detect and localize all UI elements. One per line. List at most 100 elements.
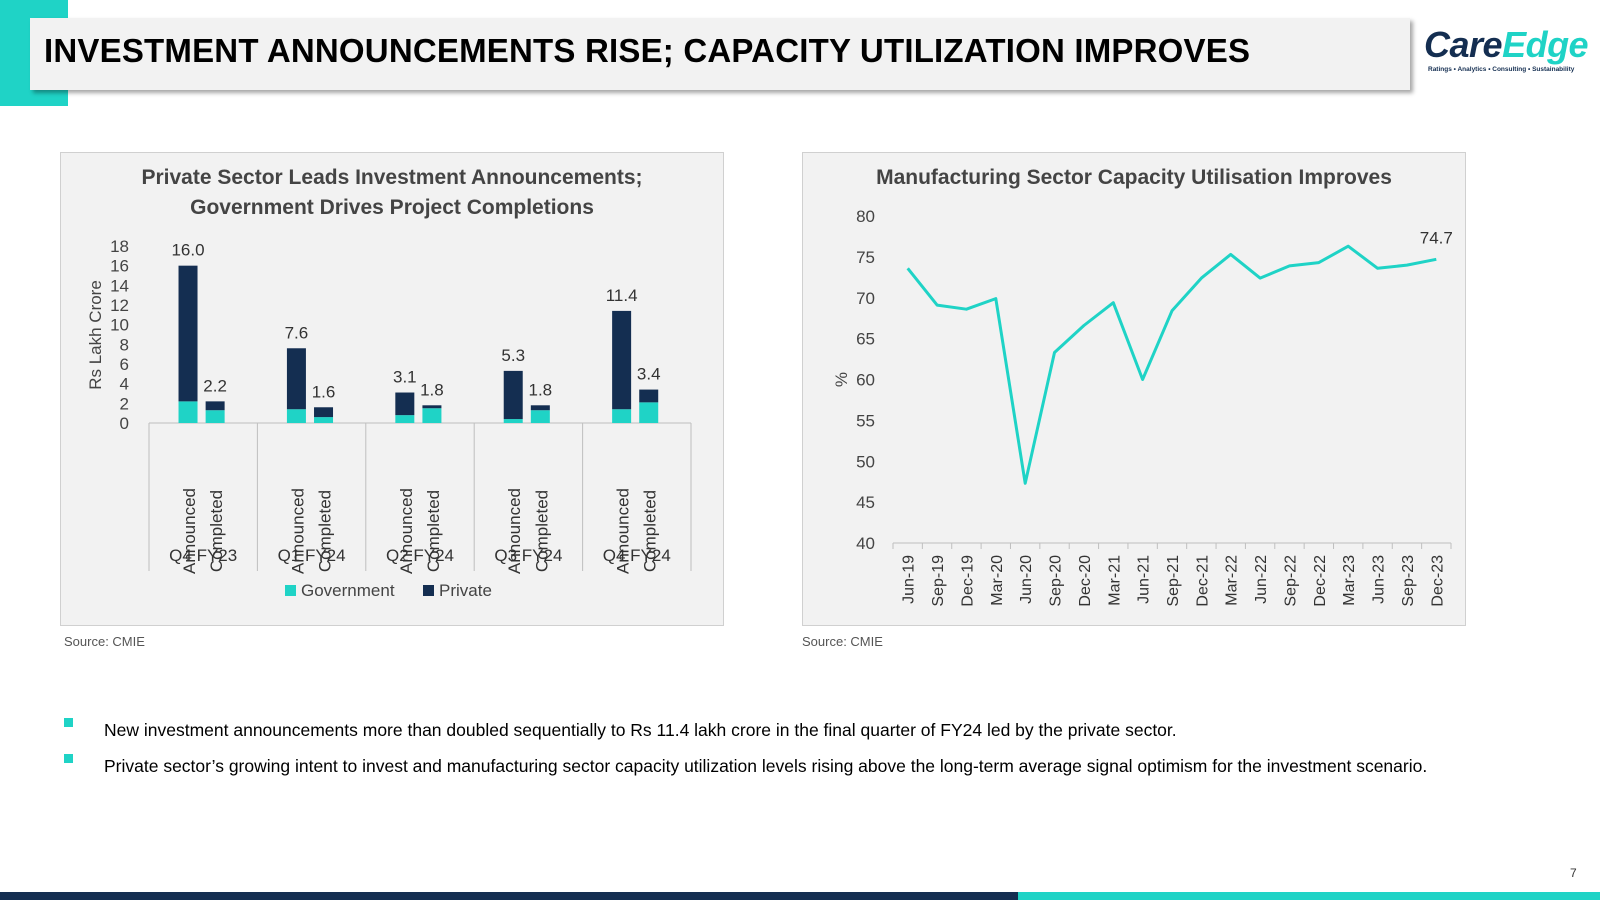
- key-point-text: New investment announcements more than d…: [104, 720, 1177, 740]
- investment-chart-title-line2: Government Drives Project Completions: [190, 196, 594, 219]
- bar-category-label: Announced: [180, 488, 199, 574]
- y-tick-label: 70: [856, 289, 875, 308]
- capacity-chart-panel: Manufacturing Sector Capacity Utilisatio…: [802, 152, 1466, 626]
- bar-segment-private: [612, 310, 632, 410]
- y-tick-label: 14: [110, 276, 129, 295]
- key-point-item: New investment announcements more than d…: [62, 712, 1482, 748]
- end-value-label: 74.7: [1420, 228, 1453, 247]
- bar-segment-private: [205, 401, 225, 411]
- capacity-chart-source: Source: CMIE: [802, 634, 883, 649]
- bar-total-label: 1.8: [420, 380, 444, 399]
- x-tick-label: Jun-20: [1018, 555, 1035, 604]
- y-axis-label: Rs Lakh Crore: [86, 280, 105, 390]
- investment-chart-panel: Private Sector Leads Investment Announce…: [60, 152, 724, 626]
- x-tick-label: Jun-19: [901, 555, 918, 604]
- bar-category-label: Announced: [288, 488, 307, 574]
- y-tick-label: 50: [856, 452, 875, 471]
- group-label: Q3 FY24: [494, 546, 562, 565]
- legend-swatch-government: [285, 585, 296, 596]
- bar-segment-private: [286, 348, 306, 410]
- x-tick-label: Sep-19: [930, 555, 947, 607]
- bar-segment-government: [286, 409, 306, 423]
- y-tick-label: 18: [110, 237, 129, 256]
- bar-segment-private: [178, 265, 198, 402]
- bar-total-label: 3.1: [393, 368, 417, 387]
- bar-segment-government: [530, 410, 550, 423]
- x-tick-label: Dec-21: [1194, 555, 1211, 607]
- footer-bar-teal: [1018, 892, 1600, 900]
- y-tick-label: 60: [856, 371, 875, 390]
- x-tick-label: Dec-22: [1312, 555, 1329, 607]
- key-points-list: New investment announcements more than d…: [62, 712, 1482, 784]
- x-tick-label: Mar-21: [1106, 555, 1123, 606]
- x-tick-label: Jun-23: [1371, 555, 1388, 604]
- bar-category-label: Announced: [397, 488, 416, 574]
- x-tick-label: Sep-23: [1400, 555, 1417, 607]
- logo-primary: Care: [1424, 24, 1503, 65]
- x-tick-label: Dec-19: [959, 555, 976, 607]
- bar-segment-private: [503, 370, 523, 420]
- logo-secondary: Edge: [1502, 24, 1589, 65]
- investment-chart-source: Source: CMIE: [64, 634, 145, 649]
- bar-category-label: Announced: [614, 488, 633, 574]
- investment-chart-title-line1: Private Sector Leads Investment Announce…: [141, 166, 643, 189]
- y-tick-label: 12: [110, 296, 129, 315]
- bar-category-label: Completed: [641, 490, 660, 572]
- bar-segment-government: [422, 408, 442, 423]
- legend-label: Private: [439, 581, 492, 600]
- careedge-logo: CareEdge Ratings • Analytics • Consultin…: [1424, 24, 1589, 80]
- group-label: Q4 FY23: [169, 546, 237, 565]
- bar-segment-private: [639, 389, 659, 403]
- y-tick-label: 8: [120, 335, 129, 354]
- y-tick-label: 16: [110, 257, 129, 276]
- y-tick-label: 65: [856, 330, 875, 349]
- bar-total-label: 1.8: [529, 380, 553, 399]
- bar-total-label: 1.6: [312, 382, 336, 401]
- legend-label: Government: [301, 581, 395, 600]
- bar-segment-government: [612, 409, 632, 423]
- capacity-line-chart: 40 45 50 55 60 65 70 75 80% Jun-19 Sep-19 Dec-19 Mar…: [832, 207, 1453, 607]
- group-label: Q2 FY24: [386, 546, 454, 565]
- bar-category-label: Completed: [316, 490, 335, 572]
- bar-category-label: Completed: [424, 490, 443, 572]
- key-point-text: Private sector’s growing intent to inves…: [104, 756, 1428, 776]
- bar-segment-private: [314, 407, 334, 418]
- y-tick-label: 75: [856, 248, 875, 267]
- bar-segment-private: [395, 392, 415, 416]
- bar-segment-private: [530, 405, 550, 411]
- x-tick-label: Jun-22: [1253, 555, 1270, 604]
- page-title: INVESTMENT ANNOUNCEMENTS RISE; CAPACITY …: [44, 32, 1251, 69]
- bar-category-label: Announced: [505, 488, 524, 574]
- footer-bar-navy: [0, 892, 1018, 900]
- bar-segment-private: [422, 405, 442, 409]
- bar-total-label: 7.6: [285, 323, 309, 342]
- bar-segment-government: [314, 417, 334, 423]
- bar-total-label: 11.4: [606, 286, 638, 305]
- y-tick-label: 80: [856, 207, 875, 226]
- y-tick-label: 45: [856, 493, 875, 512]
- capacity-chart-title: Manufacturing Sector Capacity Utilisatio…: [876, 166, 1392, 189]
- legend-swatch-private: [423, 585, 434, 596]
- bar-total-label: 2.2: [203, 376, 227, 395]
- y-tick-label: 40: [856, 534, 875, 553]
- title-bar: INVESTMENT ANNOUNCEMENTS RISE; CAPACITY …: [30, 18, 1410, 90]
- y-tick-label: 0: [120, 414, 129, 433]
- bar-segment-government: [205, 410, 225, 423]
- y-tick-label: 2: [120, 394, 129, 413]
- bar-segment-government: [639, 402, 659, 423]
- x-tick-label: Mar-20: [989, 555, 1006, 606]
- x-tick-label: Sep-20: [1048, 555, 1065, 607]
- key-point-item: Private sector’s growing intent to inves…: [62, 748, 1482, 784]
- bar-total-label: 5.3: [501, 346, 525, 365]
- bar-total-label: 3.4: [637, 365, 661, 384]
- x-tick-label: Jun-21: [1136, 555, 1153, 604]
- x-tick-label: Sep-21: [1165, 555, 1182, 607]
- logo-wordmark: CareEdge: [1424, 24, 1589, 66]
- y-axis-label: %: [832, 372, 851, 387]
- y-tick-label: 10: [110, 316, 129, 335]
- bullet-square-icon: [64, 754, 73, 763]
- x-tick-label: Mar-23: [1341, 555, 1358, 606]
- capacity-series-line: [906, 244, 1437, 485]
- x-tick-label: Sep-22: [1282, 555, 1299, 607]
